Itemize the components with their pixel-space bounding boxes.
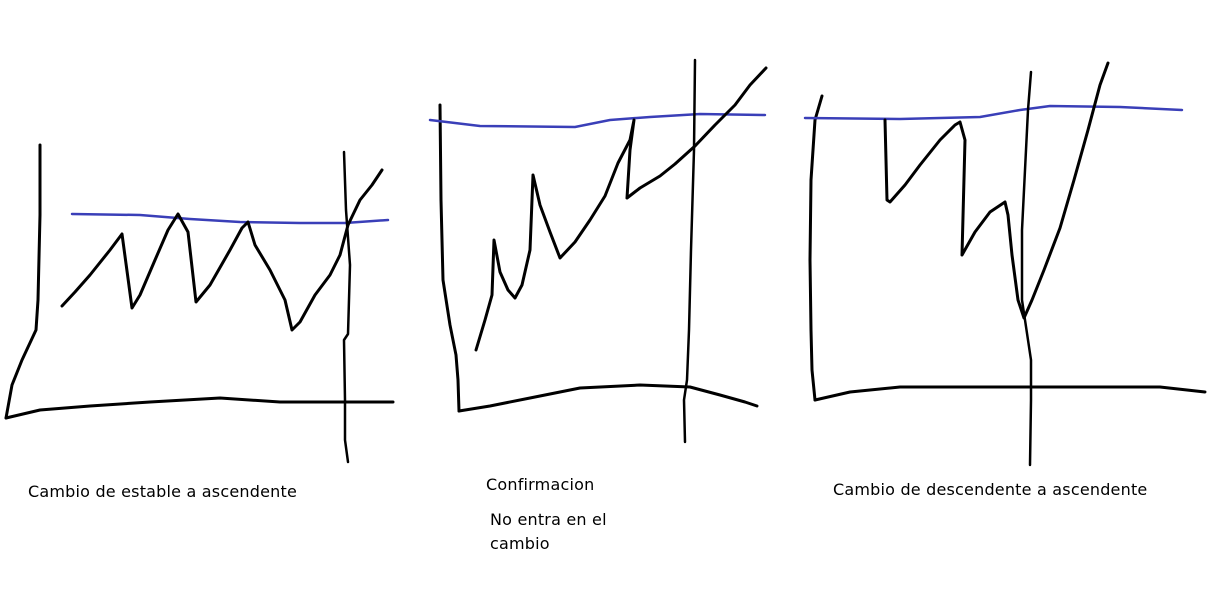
- panel-2-resistance-line: [428, 112, 767, 129]
- panel-1-vertical-marker: [342, 150, 352, 464]
- panel-2-x-axis: [457, 383, 759, 413]
- panel-3-y-axis: [808, 94, 824, 402]
- panel-2-price-line: [474, 66, 768, 352]
- panel-2-caption: Confirmacion: [486, 475, 595, 494]
- panel-1-resistance-line: [70, 212, 390, 225]
- panel-3-caption: Cambio de descendente a ascendente: [833, 480, 1148, 499]
- panel-1-y-axis: [4, 143, 42, 420]
- panel-3-resistance-line: [803, 104, 1184, 121]
- panel-3-vertical-marker: [1020, 70, 1033, 467]
- panel-1: [4, 143, 395, 464]
- panel-1-price-line: [60, 168, 384, 332]
- panel-3-price-line: [883, 61, 1110, 320]
- panel-2-y-axis: [438, 103, 461, 413]
- panel-2-note: No entra en el cambio: [490, 510, 607, 553]
- panel-3-x-axis: [813, 385, 1207, 402]
- panel-3: [803, 61, 1207, 467]
- panel-1-caption: Cambio de estable a ascendente: [28, 482, 297, 501]
- panel-1-x-axis: [4, 396, 395, 420]
- panel-2: [428, 58, 768, 444]
- panel-2-vertical-marker: [682, 58, 697, 444]
